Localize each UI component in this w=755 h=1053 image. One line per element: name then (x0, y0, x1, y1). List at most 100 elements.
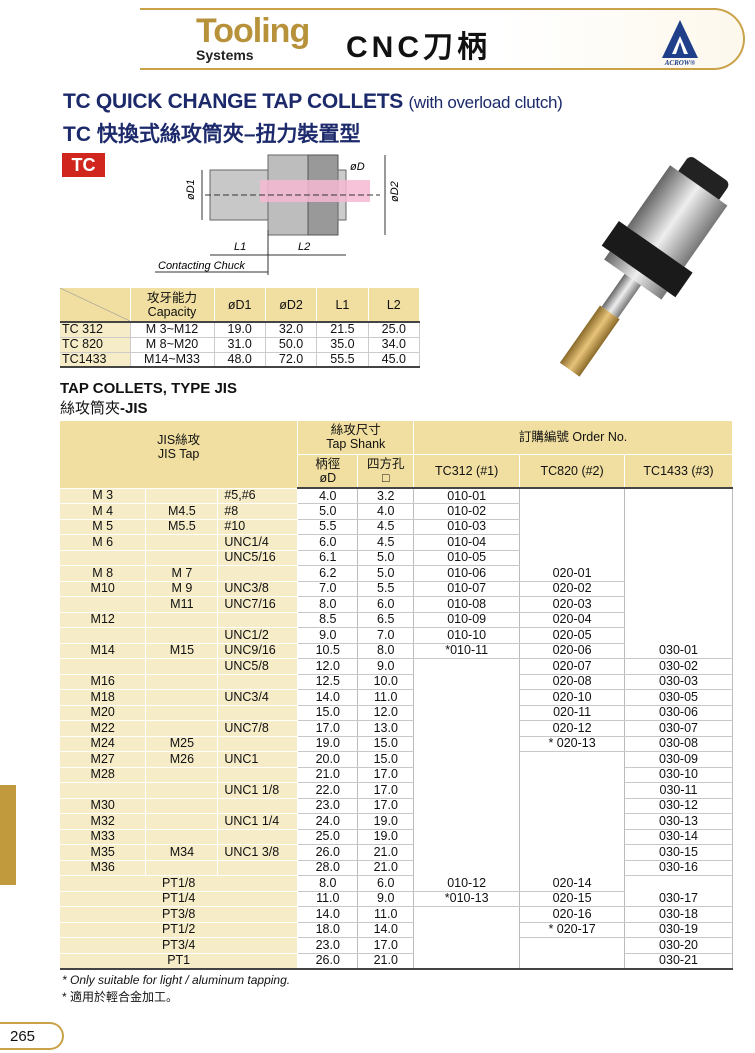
table-row-pt: PT1/2 18.0 14.0 * 020-17 030-19 (60, 922, 733, 938)
table-cell: 030-07 (624, 720, 733, 737)
spec-cell: 34.0 (368, 337, 421, 353)
table-cell: M16 (60, 674, 147, 690)
table-cell: M33 (60, 829, 147, 845)
table-cell: 5.0 (357, 565, 415, 582)
table-cell: M10 (60, 581, 147, 597)
table-row-pt: PT3/8 14.0 11.0 020-16 030-18 (60, 906, 733, 923)
table-cell: 4.0 (357, 503, 415, 520)
table-cell (145, 689, 219, 706)
table-cell (624, 612, 733, 628)
table-row: M35 M34 UNC1 3/8 26.0 21.0 030-15 (60, 844, 733, 861)
table-row: M30 23.0 17.0 030-12 (60, 798, 733, 814)
table-cell: 5.5 (297, 519, 359, 535)
spec-cell: 48.0 (214, 352, 266, 368)
table-cell: 020-14 (519, 875, 626, 892)
table-cell: 14.0 (357, 922, 415, 938)
table-cell: M34 (145, 844, 219, 861)
table-cell: 030-15 (624, 844, 733, 861)
spec-cell: M14~M33 (130, 352, 215, 368)
table-cell (413, 674, 521, 690)
jis-order-table: JIS絲攻 JIS Tap 絲攻尺寸 Tap Shank 訂購編號 Order No… (60, 421, 733, 970)
table-row: M27 M26 UNC1 20.0 15.0 030-09 (60, 751, 733, 768)
table-cell: 020-08 (519, 674, 626, 690)
table-cell: 10.5 (297, 643, 359, 659)
table-cell: 020-16 (519, 906, 626, 923)
table-cell: M30 (60, 798, 147, 814)
table-cell: 030-20 (624, 937, 733, 954)
table-cell: 010-02 (413, 503, 521, 520)
table-row: M28 21.0 17.0 030-10 (60, 767, 733, 783)
table-cell: M20 (60, 705, 147, 721)
spec-cell: 19.0 (214, 322, 266, 338)
table-cell: UNC1/2 (217, 627, 299, 644)
brand-logo-systems: Systems (196, 47, 254, 63)
spec-cell: 21.5 (316, 322, 369, 338)
spec-cell: 45.0 (368, 352, 421, 368)
table-cell: 030-14 (624, 829, 733, 845)
col-shank-dia: 柄徑 øD (297, 454, 359, 489)
category-title: CNC刀柄 (346, 31, 491, 64)
table-cell: *010-13 (413, 891, 521, 907)
table-cell: 18.0 (297, 922, 359, 938)
table-cell: 010-08 (413, 596, 521, 613)
table-cell: 030-03 (624, 674, 733, 690)
spec-row: TC1433 M14~M33 48.0 72.0 55.5 45.0 (60, 352, 421, 368)
table-cell: M 5 (60, 519, 147, 535)
table-cell: 030-13 (624, 813, 733, 830)
spec-cell: M 8~M20 (130, 337, 215, 353)
col-tc1433: TC1433 (#3) (624, 454, 733, 489)
page-title-en: TC QUICK CHANGE TAP COLLETS (with overlo… (63, 90, 563, 113)
table-cell: M11 (145, 596, 219, 613)
table-cell: #10 (217, 519, 299, 535)
table-cell: 25.0 (297, 829, 359, 845)
table-cell: M5.5 (145, 519, 219, 535)
spec-cell: TC 312 (60, 322, 131, 338)
table-cell: M26 (145, 751, 219, 768)
table-cell: * 020-17 (519, 922, 626, 938)
table-cell: 030-01 (624, 643, 733, 659)
table-cell (217, 736, 299, 752)
label-l1: L1 (234, 241, 246, 253)
table-cell (413, 937, 521, 953)
spec-cell: 72.0 (265, 352, 318, 368)
table-cell (60, 550, 147, 566)
table-cell: 4.5 (357, 519, 415, 535)
table-cell: M35 (60, 844, 147, 861)
acrow-logo-icon: ACROW® (662, 20, 698, 66)
table-cell: 030-19 (624, 922, 733, 938)
table-cell: M 3 (60, 488, 147, 504)
table-cell (519, 550, 626, 566)
table-cell: 26.0 (297, 844, 359, 861)
table-row: M 4 M4.5 #8 5.0 4.0 010-02 (60, 503, 733, 520)
table-cell: 020-12 (519, 720, 626, 737)
spec-cell: 25.0 (368, 322, 421, 338)
table-cell: PT3/4 (60, 937, 299, 954)
table-cell (145, 534, 219, 551)
table-cell (413, 844, 521, 860)
table-cell: 030-17 (624, 891, 733, 907)
section-title-en: TAP COLLETS, TYPE JIS (60, 380, 237, 397)
table-cell: M25 (145, 736, 219, 752)
table-cell: UNC3/4 (217, 689, 299, 706)
table-cell: 4.5 (357, 534, 415, 551)
table-cell (519, 534, 626, 550)
table-cell: 19.0 (357, 829, 415, 845)
col-tc820: TC820 (#2) (519, 454, 626, 489)
table-cell (217, 612, 299, 628)
table-cell: UNC1 3/8 (217, 844, 299, 861)
table-row: M36 28.0 21.0 030-16 (60, 860, 733, 876)
table-cell: UNC7/8 (217, 720, 299, 737)
table-cell: 6.5 (357, 612, 415, 628)
brand-logo-tooling: Tooling (196, 12, 310, 50)
label-d1: øD1 (185, 179, 197, 200)
table-cell: 23.0 (297, 798, 359, 814)
table-row: UNC5/16 6.1 5.0 010-05 (60, 550, 733, 566)
table-cell: * 020-13 (519, 736, 626, 752)
table-cell: UNC3/8 (217, 581, 299, 597)
table-cell: #8 (217, 503, 299, 520)
table-row-pt: PT1 26.0 21.0 030-21 (60, 953, 733, 970)
table-row: M32 UNC1 1/4 24.0 19.0 030-13 (60, 813, 733, 830)
table-cell (624, 503, 733, 519)
spec-cell: 35.0 (316, 337, 369, 353)
table-cell: 6.2 (297, 565, 359, 582)
